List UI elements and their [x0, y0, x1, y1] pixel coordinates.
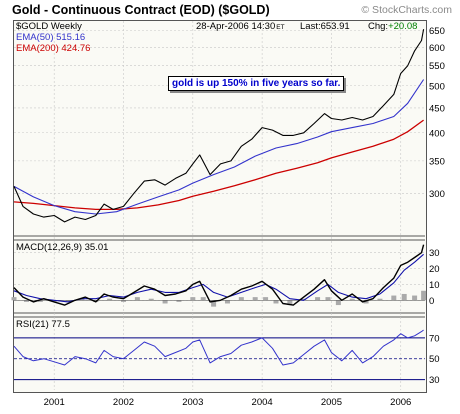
price-tick-label: 400 [429, 128, 445, 139]
macd-histogram-bar [37, 300, 43, 302]
ema50-label: EMA(50) 515.16 [16, 32, 86, 43]
macd-histogram-bar [412, 295, 418, 301]
change-label: Chg: [368, 21, 389, 32]
price-tick-label: 650 [429, 26, 445, 37]
macd-histogram-bar [421, 290, 427, 301]
macd-histogram-bar [134, 297, 140, 301]
macd-histogram-bar [287, 300, 293, 306]
macd-label: MACD(12,26,9) 35.01 [16, 242, 109, 253]
price-tick-label: 450 [429, 103, 445, 114]
ema200-label: EMA(200) 424.76 [16, 43, 91, 54]
macd-histogram-bar [11, 297, 17, 301]
change-value: +20.08 [388, 21, 418, 32]
price-tick-label: 550 [429, 61, 445, 72]
macd-histogram-bar [315, 297, 321, 301]
macd-histogram-bar [162, 300, 168, 304]
macd-histogram-bar [349, 298, 355, 301]
x-tick-label: 2006 [390, 397, 411, 408]
macd-histogram-bar [121, 300, 127, 302]
macd-histogram-bar [325, 297, 331, 301]
macd-histogram-bar [377, 298, 383, 301]
macd-histogram-bar [211, 300, 217, 307]
x-tick-label: 2002 [113, 397, 134, 408]
macd-histogram-bar [176, 300, 182, 302]
rsi-tick-label: 30 [429, 375, 440, 386]
watermark: © StockCharts.com [361, 4, 452, 16]
x-tick-label: 2001 [44, 397, 65, 408]
macd-tick-label: 20 [429, 264, 440, 275]
macd-histogram-bar [224, 300, 230, 304]
quote-date-text: 28-Apr-2006 14:30 [196, 21, 276, 32]
macd-histogram-bar [238, 297, 244, 301]
x-tick-label: 2004 [252, 397, 273, 408]
macd-histogram-bar [190, 297, 196, 301]
macd-histogram-bar [363, 300, 369, 304]
quote-tz: ET [276, 24, 285, 31]
macd-histogram-bar [401, 293, 407, 301]
macd-histogram-bar [51, 300, 57, 302]
macd-histogram-bar [273, 300, 279, 304]
chart-title: Gold - Continuous Contract (EOD) ($GOLD) [12, 3, 270, 17]
symbol-label: $GOLD Weekly [16, 21, 82, 32]
rsi-tick-label: 50 [429, 354, 440, 365]
x-tick-label: 2005 [321, 397, 342, 408]
x-tick-label: 2003 [182, 397, 203, 408]
macd-histogram-bar [148, 298, 154, 301]
macd-histogram-bar [391, 295, 397, 301]
price-line [13, 29, 425, 223]
price-tick-label: 300 [429, 189, 445, 200]
macd-signal-line [13, 253, 424, 303]
change: Chg:+20.08 [368, 21, 417, 32]
macd-histogram-bar [79, 298, 85, 301]
price-tick-label: 600 [429, 43, 445, 54]
ema200-line [13, 119, 424, 211]
macd-histogram-bar [107, 298, 113, 301]
rsi-line [13, 329, 424, 366]
ema50-line [13, 79, 425, 215]
rsi-label: RSI(21) 77.5 [16, 319, 70, 330]
last-price: Last:653.91 [300, 21, 350, 32]
macd-histogram-bar [263, 297, 269, 301]
macd-histogram-bar [252, 297, 258, 301]
macd-histogram-bar [23, 300, 29, 302]
quote-date: 28-Apr-2006 14:30ET [196, 21, 285, 32]
price-tick-label: 350 [429, 156, 445, 167]
macd-histogram-bar [65, 300, 71, 302]
macd-tick-label: 0 [429, 296, 434, 307]
macd-line [13, 244, 425, 306]
macd-histogram-bar [335, 300, 341, 306]
price-tick-label: 500 [429, 81, 445, 92]
macd-histogram-bar [301, 298, 307, 301]
annotation-box: gold is up 150% in five years so far. [168, 76, 345, 91]
macd-tick-label: 30 [429, 248, 440, 259]
rsi-tick-label: 70 [429, 333, 440, 344]
macd-tick-label: 10 [429, 280, 440, 291]
macd-histogram-bar [200, 297, 206, 301]
